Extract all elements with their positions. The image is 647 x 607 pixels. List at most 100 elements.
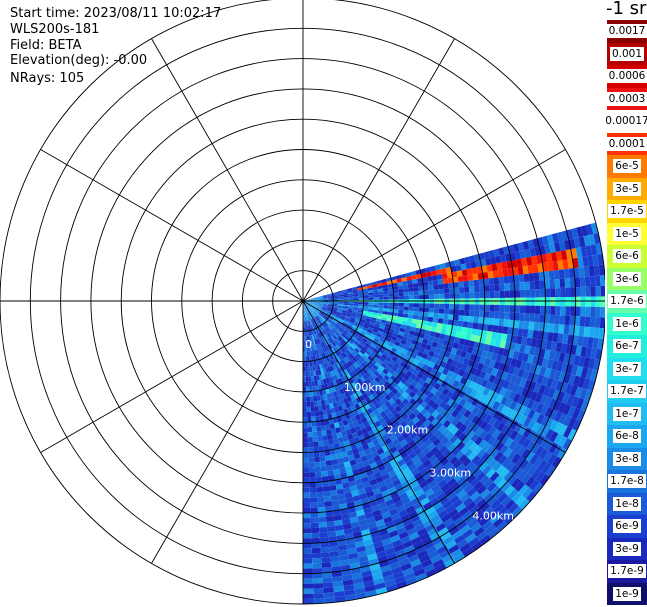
data-cell [332, 293, 338, 296]
data-cell [377, 555, 389, 563]
data-cell [459, 542, 471, 553]
data-cell [435, 269, 442, 276]
data-cell [323, 314, 329, 319]
data-cell [312, 303, 318, 305]
data-cell [600, 307, 605, 318]
colorbar-swatch: 6e-5 [607, 155, 647, 178]
data-cell [319, 394, 325, 401]
data-cell [359, 376, 366, 383]
data-cell [438, 338, 445, 345]
data-cell [486, 445, 496, 456]
data-cell [313, 396, 318, 402]
data-cell [491, 367, 499, 377]
data-cell [351, 326, 357, 331]
data-cell [348, 383, 354, 390]
data-cell [347, 293, 354, 296]
data-cell [378, 502, 387, 510]
data-cell [338, 319, 344, 324]
data-cell [388, 398, 395, 405]
data-cell [321, 307, 327, 311]
data-cell [558, 424, 568, 436]
data-cell [537, 263, 544, 273]
data-cell [323, 298, 329, 300]
data-cell [359, 370, 366, 377]
data-cell [354, 347, 360, 354]
data-cell [409, 558, 422, 568]
data-cell [383, 574, 395, 583]
data-cell [390, 512, 401, 521]
data-cell [563, 268, 570, 279]
data-cell [303, 598, 314, 604]
data-cell [533, 382, 542, 393]
data-cell [358, 412, 366, 419]
data-cell [400, 513, 411, 522]
data-cell [334, 339, 339, 345]
data-cell [331, 348, 336, 354]
data-cell [306, 304, 311, 309]
data-cell [349, 459, 357, 466]
data-cell [532, 482, 544, 494]
data-cell [305, 326, 308, 332]
data-cell [464, 448, 474, 458]
data-cell [411, 322, 417, 328]
data-cell [571, 407, 581, 420]
data-cell [423, 312, 429, 317]
data-cell [450, 426, 459, 435]
data-cell [519, 459, 530, 471]
data-cell [505, 407, 514, 418]
data-cell [363, 352, 370, 358]
data-cell [375, 353, 382, 360]
data-cell [318, 348, 323, 354]
data-cell [324, 383, 329, 390]
data-cell [519, 289, 526, 298]
data-cell [577, 376, 586, 389]
data-cell [356, 462, 364, 469]
data-cell [425, 463, 435, 472]
data-cell [558, 324, 565, 334]
data-cell [445, 540, 457, 550]
data-cell [408, 391, 416, 399]
data-cell [513, 402, 522, 413]
data-cell [394, 405, 402, 413]
data-cell [309, 320, 312, 325]
data-cell [364, 365, 371, 372]
data-cell [438, 284, 444, 290]
data-cell [362, 460, 370, 467]
data-cell [522, 370, 530, 380]
data-cell [343, 330, 349, 335]
data-cell [314, 344, 317, 350]
data-cell [315, 322, 320, 328]
data-cell [481, 520, 493, 531]
data-cell [336, 534, 346, 541]
nrays-text: NRays: 105 [10, 71, 85, 86]
data-cell [306, 310, 310, 315]
data-cell [303, 376, 306, 382]
data-cell [327, 305, 333, 308]
data-cell [479, 430, 489, 440]
data-cell [405, 341, 412, 348]
data-cell [372, 286, 378, 290]
data-cell [525, 337, 533, 347]
data-cell [513, 320, 520, 329]
data-cell [514, 481, 526, 492]
data-cell [518, 404, 527, 415]
data-cell [487, 271, 494, 279]
data-cell [317, 436, 323, 442]
data-cell [427, 442, 436, 451]
data-cell [445, 382, 453, 391]
data-cell [600, 285, 605, 297]
data-cell [542, 331, 549, 341]
data-cell [342, 306, 349, 309]
data-cell [378, 302, 384, 306]
data-cell [362, 575, 374, 583]
data-cell [353, 392, 359, 399]
data-cell [395, 323, 402, 328]
data-cell [419, 554, 431, 564]
data-cell [362, 312, 368, 317]
data-cell [353, 386, 360, 393]
data-cell [425, 451, 434, 460]
data-cell [329, 336, 335, 342]
data-cell [362, 337, 368, 343]
data-cell [340, 315, 346, 319]
data-cell [351, 376, 358, 383]
